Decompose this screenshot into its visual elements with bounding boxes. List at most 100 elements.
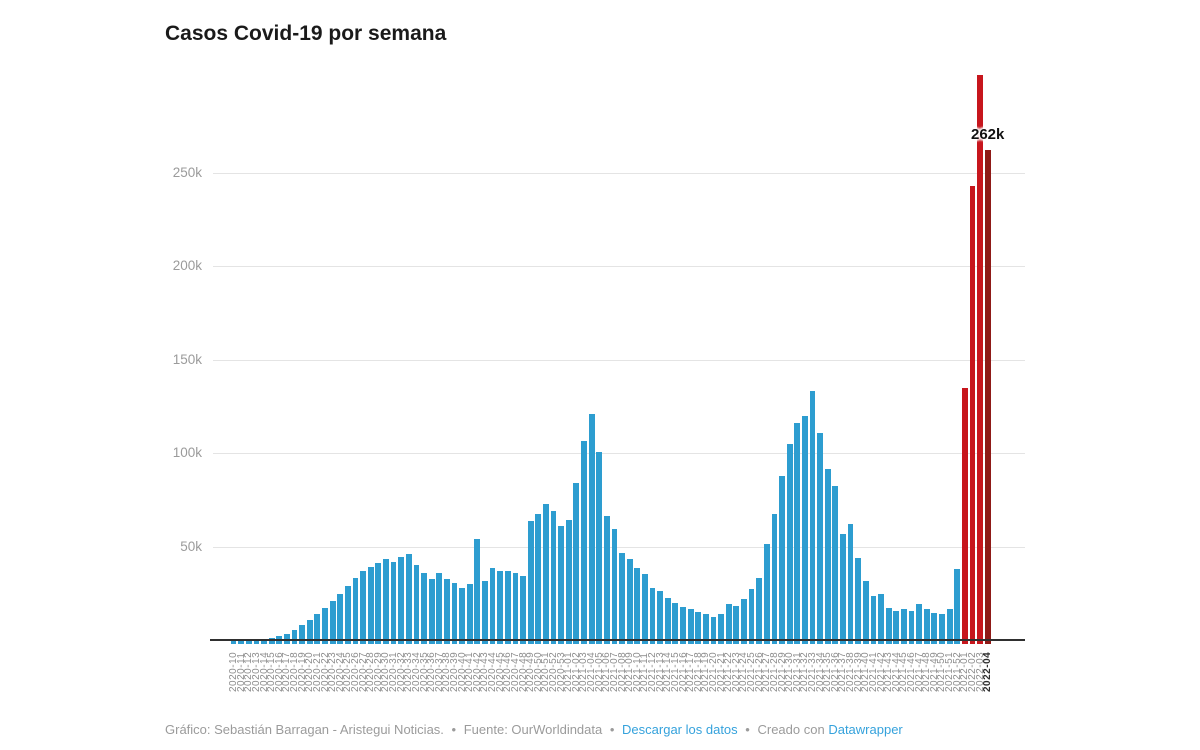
bar-2020-36[interactable] — [428, 579, 435, 644]
bar-2021-11[interactable] — [642, 574, 648, 644]
bar-2020-20[interactable] — [306, 620, 313, 644]
bar-2020-28[interactable] — [367, 567, 374, 644]
bar-2020-38[interactable] — [443, 579, 450, 644]
bar-2021-26[interactable] — [756, 577, 763, 644]
bar-2020-22[interactable] — [322, 608, 328, 644]
bar-2021-51[interactable] — [946, 609, 953, 644]
bar-2020-37[interactable] — [436, 572, 443, 644]
download-data-link[interactable]: Descargar los datos — [622, 722, 738, 737]
bar-2021-45[interactable] — [901, 609, 907, 644]
bar-2020-46[interactable] — [504, 571, 511, 644]
bar-2021-12[interactable] — [649, 588, 656, 644]
bar-2021-14[interactable] — [664, 597, 671, 644]
bar-2020-53[interactable] — [558, 525, 565, 644]
bar-2020-14[interactable] — [261, 638, 267, 644]
bar-2020-10[interactable] — [230, 639, 237, 644]
bar-2020-12[interactable] — [245, 639, 252, 644]
bar-2021-44[interactable] — [893, 611, 900, 644]
datawrapper-link[interactable]: Datawrapper — [828, 722, 903, 737]
bar-2021-23[interactable] — [733, 605, 740, 644]
bar-2021-03[interactable] — [581, 441, 587, 644]
bar-2021-18[interactable] — [695, 611, 702, 644]
bar-2021-31[interactable] — [794, 422, 801, 644]
bar-2021-05[interactable] — [596, 452, 603, 644]
bar-2021-04[interactable] — [588, 413, 595, 644]
bar-2020-25[interactable] — [344, 585, 351, 644]
bar-2021-40[interactable] — [862, 580, 869, 644]
bar-2021-30[interactable] — [786, 444, 793, 644]
bar-2020-40[interactable] — [459, 587, 465, 644]
bar-2021-21[interactable] — [718, 614, 724, 644]
bar-2021-42[interactable] — [878, 594, 884, 644]
bar-2021-50[interactable] — [939, 614, 945, 644]
bar-2021-16[interactable] — [680, 607, 686, 644]
bar-2020-35[interactable] — [421, 572, 427, 644]
bar-2021-22[interactable] — [725, 604, 732, 644]
bar-2020-13[interactable] — [253, 639, 260, 644]
bar-2021-39[interactable] — [855, 557, 862, 644]
bar-2020-34[interactable] — [413, 565, 420, 644]
bar-2021-02[interactable] — [573, 482, 580, 644]
bar-2020-41[interactable] — [466, 584, 473, 644]
bar-2021-13[interactable] — [657, 591, 664, 644]
bar-2020-18[interactable] — [291, 630, 298, 644]
bar-2021-46[interactable] — [908, 611, 915, 644]
bar-2022-03[interactable] — [977, 75, 983, 644]
bar-2020-21[interactable] — [314, 614, 321, 644]
bar-2020-11[interactable] — [238, 639, 245, 644]
bar-2021-32[interactable] — [801, 415, 808, 644]
bar-2021-35[interactable] — [824, 469, 831, 644]
bar-2021-09[interactable] — [626, 559, 633, 644]
bar-2020-43[interactable] — [482, 580, 488, 644]
bar-2020-42[interactable] — [474, 539, 481, 644]
bar-2022-01[interactable] — [961, 387, 968, 644]
bar-2020-51[interactable] — [543, 504, 549, 644]
bar-2021-52[interactable] — [954, 568, 961, 644]
bar-2020-24[interactable] — [337, 594, 344, 644]
bar-2021-27[interactable] — [763, 544, 770, 644]
bar-2021-15[interactable] — [672, 602, 679, 644]
bar-2021-41[interactable] — [870, 596, 877, 644]
bar-2020-45[interactable] — [497, 571, 504, 644]
bar-2021-29[interactable] — [779, 476, 785, 644]
bar-2020-48[interactable] — [520, 575, 526, 644]
bar-2020-27[interactable] — [360, 571, 366, 644]
bar-2020-52[interactable] — [550, 510, 557, 644]
bar-2021-08[interactable] — [619, 553, 625, 644]
bar-2021-06[interactable] — [603, 516, 610, 644]
bar-2021-19[interactable] — [702, 614, 709, 644]
bar-2022-04[interactable] — [984, 150, 991, 644]
bar-2021-20[interactable] — [710, 616, 717, 644]
bar-2021-49[interactable] — [931, 612, 938, 644]
bar-2020-26[interactable] — [352, 578, 359, 644]
bar-2020-30[interactable] — [383, 559, 389, 644]
bar-2020-44[interactable] — [489, 567, 496, 644]
bar-2020-39[interactable] — [451, 582, 458, 644]
bar-2021-07[interactable] — [611, 528, 618, 644]
bar-2021-01[interactable] — [565, 520, 572, 644]
bar-2021-38[interactable] — [847, 524, 854, 644]
bar-2021-34[interactable] — [817, 432, 824, 644]
bar-2020-31[interactable] — [390, 561, 397, 644]
bar-2020-47[interactable] — [512, 572, 519, 644]
bar-2021-37[interactable] — [840, 534, 846, 644]
bar-2021-36[interactable] — [832, 485, 839, 644]
bar-2022-02[interactable] — [969, 185, 976, 644]
bar-2020-23[interactable] — [329, 600, 336, 644]
bar-2021-25[interactable] — [748, 589, 755, 644]
bar-2021-24[interactable] — [741, 599, 747, 644]
bar-2021-17[interactable] — [687, 609, 694, 644]
bar-2021-33[interactable] — [809, 390, 816, 644]
bar-2020-32[interactable] — [398, 556, 405, 644]
bar-2020-19[interactable] — [299, 625, 306, 644]
footer-source: Fuente: OurWorldindata — [463, 722, 603, 737]
bar-2021-47[interactable] — [916, 604, 923, 644]
bar-2020-49[interactable] — [527, 521, 534, 644]
bar-2021-28[interactable] — [771, 514, 778, 644]
bar-2021-43[interactable] — [885, 607, 892, 644]
bar-2020-50[interactable] — [535, 513, 542, 644]
bar-2021-48[interactable] — [923, 609, 930, 644]
bar-2020-33[interactable] — [405, 553, 412, 644]
bar-2020-29[interactable] — [375, 562, 382, 644]
bar-2021-10[interactable] — [634, 568, 641, 644]
